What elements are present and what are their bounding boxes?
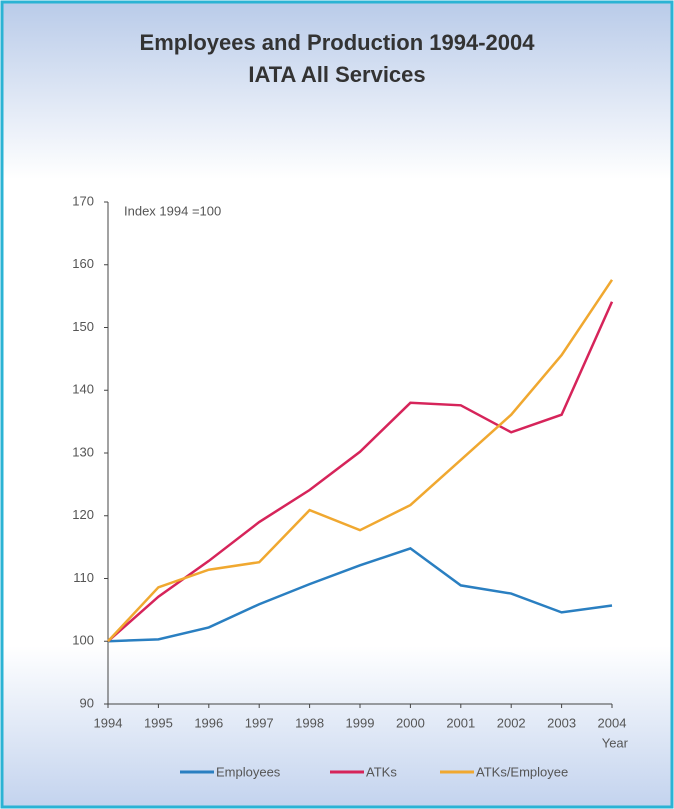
series-line	[107, 279, 614, 643]
y-tick-label: 110	[73, 570, 94, 585]
x-axis-label: Year	[602, 735, 629, 750]
x-tick-label: 1999	[346, 715, 375, 730]
legend-label: Employees	[216, 764, 281, 779]
x-tick-label: 1995	[144, 715, 173, 730]
x-tick-label: 2004	[598, 715, 627, 730]
x-tick-label: 1997	[245, 715, 274, 730]
series-line	[107, 301, 614, 643]
annotation: Index 1994 =100	[124, 203, 221, 218]
x-tick-label: 2001	[446, 715, 475, 730]
y-tick-label: 120	[72, 507, 94, 522]
x-tick-label: 2000	[396, 715, 425, 730]
x-tick-label: 1994	[94, 715, 123, 730]
legend-label: ATKs	[366, 764, 397, 779]
y-tick-label: 140	[72, 382, 94, 397]
x-tick-label: 1998	[295, 715, 324, 730]
y-tick-label: 130	[72, 444, 94, 459]
chart-title: Employees and Production 1994-2004	[140, 30, 536, 55]
chart-subtitle: IATA All Services	[248, 62, 425, 87]
y-tick-label: 160	[72, 256, 94, 271]
x-tick-label: 2003	[547, 715, 576, 730]
x-tick-label: 1996	[194, 715, 223, 730]
legend-label: ATKs/Employee	[476, 764, 568, 779]
series-line	[107, 546, 613, 643]
y-tick-label: 150	[72, 319, 94, 334]
y-tick-label: 90	[80, 695, 94, 710]
y-tick-label: 100	[72, 633, 94, 648]
y-tick-label: 170	[72, 193, 94, 208]
x-tick-label: 2002	[497, 715, 526, 730]
